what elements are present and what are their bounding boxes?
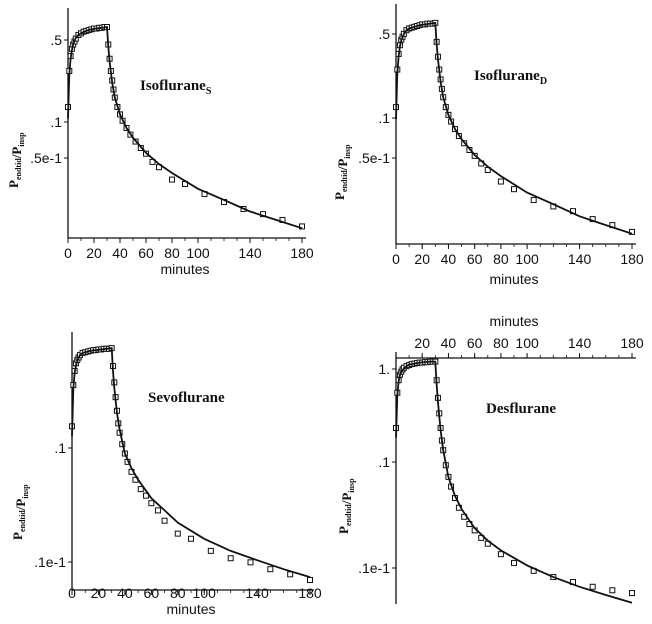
data-point: [137, 486, 144, 493]
fit-curve: [395, 360, 633, 604]
chart-panel-3: 0 20 40 60 80 100 140 180.1.1e-1minutesPendtid/…: [10, 332, 322, 617]
y-axis-label: Pendtid/Pinsp: [10, 484, 30, 540]
data-point: [589, 583, 596, 590]
x-tick-label: 180: [620, 335, 644, 351]
data-point: [629, 590, 635, 597]
chart-panel-4: 20 40 60 80 100 140 180 1. .1 .1e-1 minutes Pendtid…: [336, 313, 644, 604]
data-point: [247, 559, 254, 566]
x-tick-label: 60: [467, 251, 483, 267]
x-tick-label: 40: [441, 335, 457, 351]
y-tick-label: .5e-1: [358, 150, 390, 166]
y-axis-label: Pendtid/Pinsp: [336, 478, 356, 534]
y-tick-label: .5: [378, 26, 390, 42]
x-tick-label: 60: [138, 245, 154, 261]
x-axis-label: minutes: [489, 313, 538, 329]
y-tick-label: 1.: [378, 361, 390, 377]
x-tick-label: 80: [164, 245, 180, 261]
x-tick-label: 60: [467, 335, 483, 351]
x-tick-label: 0: [68, 585, 76, 601]
x-tick-label: 0: [64, 245, 72, 261]
data-point: [629, 228, 635, 235]
data-point: [207, 547, 214, 554]
chart-title: Sevoflurane: [148, 390, 225, 406]
data-point: [511, 559, 517, 566]
y-tick-label: .5: [50, 32, 62, 48]
data-point: [161, 517, 168, 524]
data-point: [530, 197, 537, 204]
chart-title: IsofluraneS: [140, 78, 212, 97]
x-tick-label: 40: [112, 245, 128, 261]
x-tick-label: 140: [568, 335, 592, 351]
x-tick-label: 80: [493, 251, 509, 267]
data-point: [174, 530, 181, 537]
x-tick-label: 100: [515, 335, 539, 351]
y-axis-label: Pendtid/Pinsp: [332, 144, 352, 200]
y-tick-label: .1: [50, 114, 62, 130]
y-tick-label: .1: [378, 454, 390, 470]
x-tick-label: 80: [493, 335, 509, 351]
x-tick-label: 40: [441, 251, 457, 267]
fit-curve: [71, 347, 311, 578]
x-tick-label: 100: [515, 251, 539, 267]
data-point: [154, 507, 161, 514]
data-point: [497, 178, 504, 185]
data-point: [299, 223, 305, 230]
data-point: [148, 500, 155, 507]
x-axis-label: minutes: [160, 261, 209, 277]
x-axis-label: minutes: [166, 601, 215, 617]
chart-panel-2: 0 20 40 60 80 100 140 180 .5 .1 .5e-1 minutes Pendti…: [332, 4, 644, 287]
fit-curve: [67, 25, 303, 230]
x-tick-label: 100: [186, 245, 210, 261]
x-tick-label: 140: [238, 245, 262, 261]
data-point: [188, 535, 194, 542]
y-axis-label: Pendtid/Pinsp: [6, 132, 26, 188]
data-point: [227, 555, 234, 562]
x-tick-label: 180: [620, 251, 644, 267]
chart-title: IsofluraneD: [474, 68, 547, 87]
data-point: [609, 587, 616, 594]
chart-panel-1: 0 20 40 60 80 100 140 180 .5 .1 .5e-1 minutes Pendti…: [6, 8, 314, 277]
y-tick-label: .1: [378, 110, 390, 126]
x-tick-label: 140: [568, 251, 592, 267]
y-tick-label: .5e-1: [30, 150, 62, 166]
x-tick-label: 20: [414, 335, 430, 351]
x-axis-label: minutes: [489, 271, 538, 287]
data-point: [497, 551, 504, 558]
y-tick-label: .1e-1: [34, 554, 66, 570]
data-point: [511, 186, 517, 193]
chart-title: Desflurane: [486, 401, 556, 417]
y-tick-label: .1e-1: [358, 560, 390, 576]
y-tick-label: .1: [54, 440, 66, 456]
data-point: [267, 566, 274, 573]
data-point: [307, 577, 313, 584]
x-tick-label: 0: [392, 251, 400, 267]
x-tick-label: 20: [414, 251, 430, 267]
data-point: [169, 176, 175, 183]
x-tick-label: 180: [290, 245, 314, 261]
fit-curve: [395, 21, 633, 235]
x-tick-label: 20: [86, 245, 102, 261]
